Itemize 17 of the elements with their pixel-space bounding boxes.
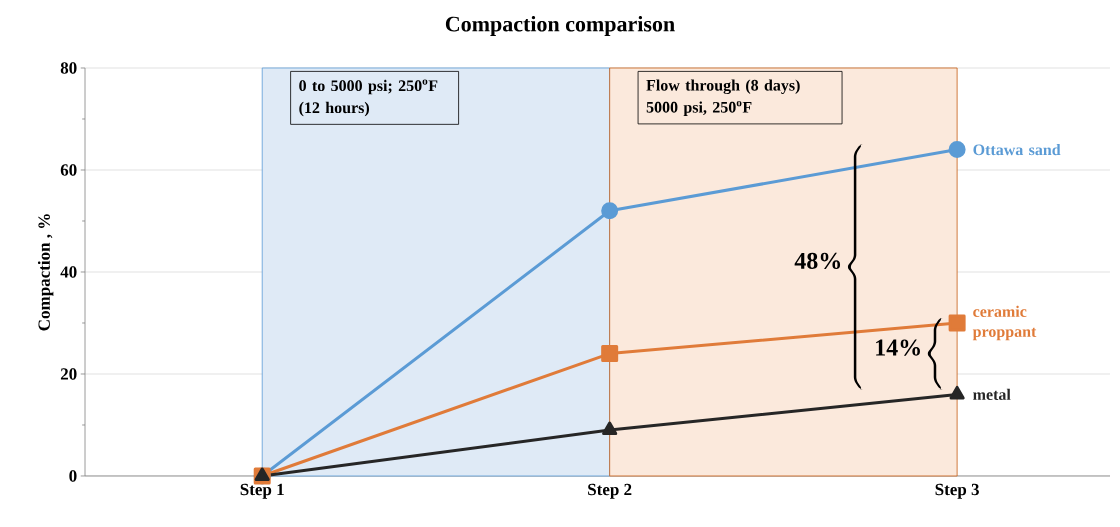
- x-tick-label: Step 3: [935, 483, 979, 499]
- text: 0 to 5000 psi; 250$^{o}$F (12 hours): [299, 79, 438, 117]
- y-axis-title: Compaction , %: [37, 214, 54, 331]
- series-label: metal: [973, 388, 1011, 401]
- series-label: ceramic proppant: [972, 305, 1037, 341]
- y-tick-label: 0: [69, 470, 77, 482]
- y-tick-label: 80: [60, 62, 77, 74]
- annotation: 14%: [876, 339, 920, 356]
- chart-title: Compaction comparison: [445, 16, 675, 36]
- x-tick-label: Step 1: [240, 483, 284, 499]
- annotation: 48%: [794, 252, 841, 270]
- x-tick-label: Step 2: [588, 483, 632, 499]
- y-tick-label: 40: [60, 266, 77, 278]
- y-tick-label: 60: [60, 164, 77, 176]
- series-label: Ottawa sand: [973, 143, 1061, 156]
- band-label: Flow through (8 days) 5000 psi, 250$^{o}$F: [646, 79, 800, 116]
- y-tick-label: 20: [60, 368, 77, 380]
